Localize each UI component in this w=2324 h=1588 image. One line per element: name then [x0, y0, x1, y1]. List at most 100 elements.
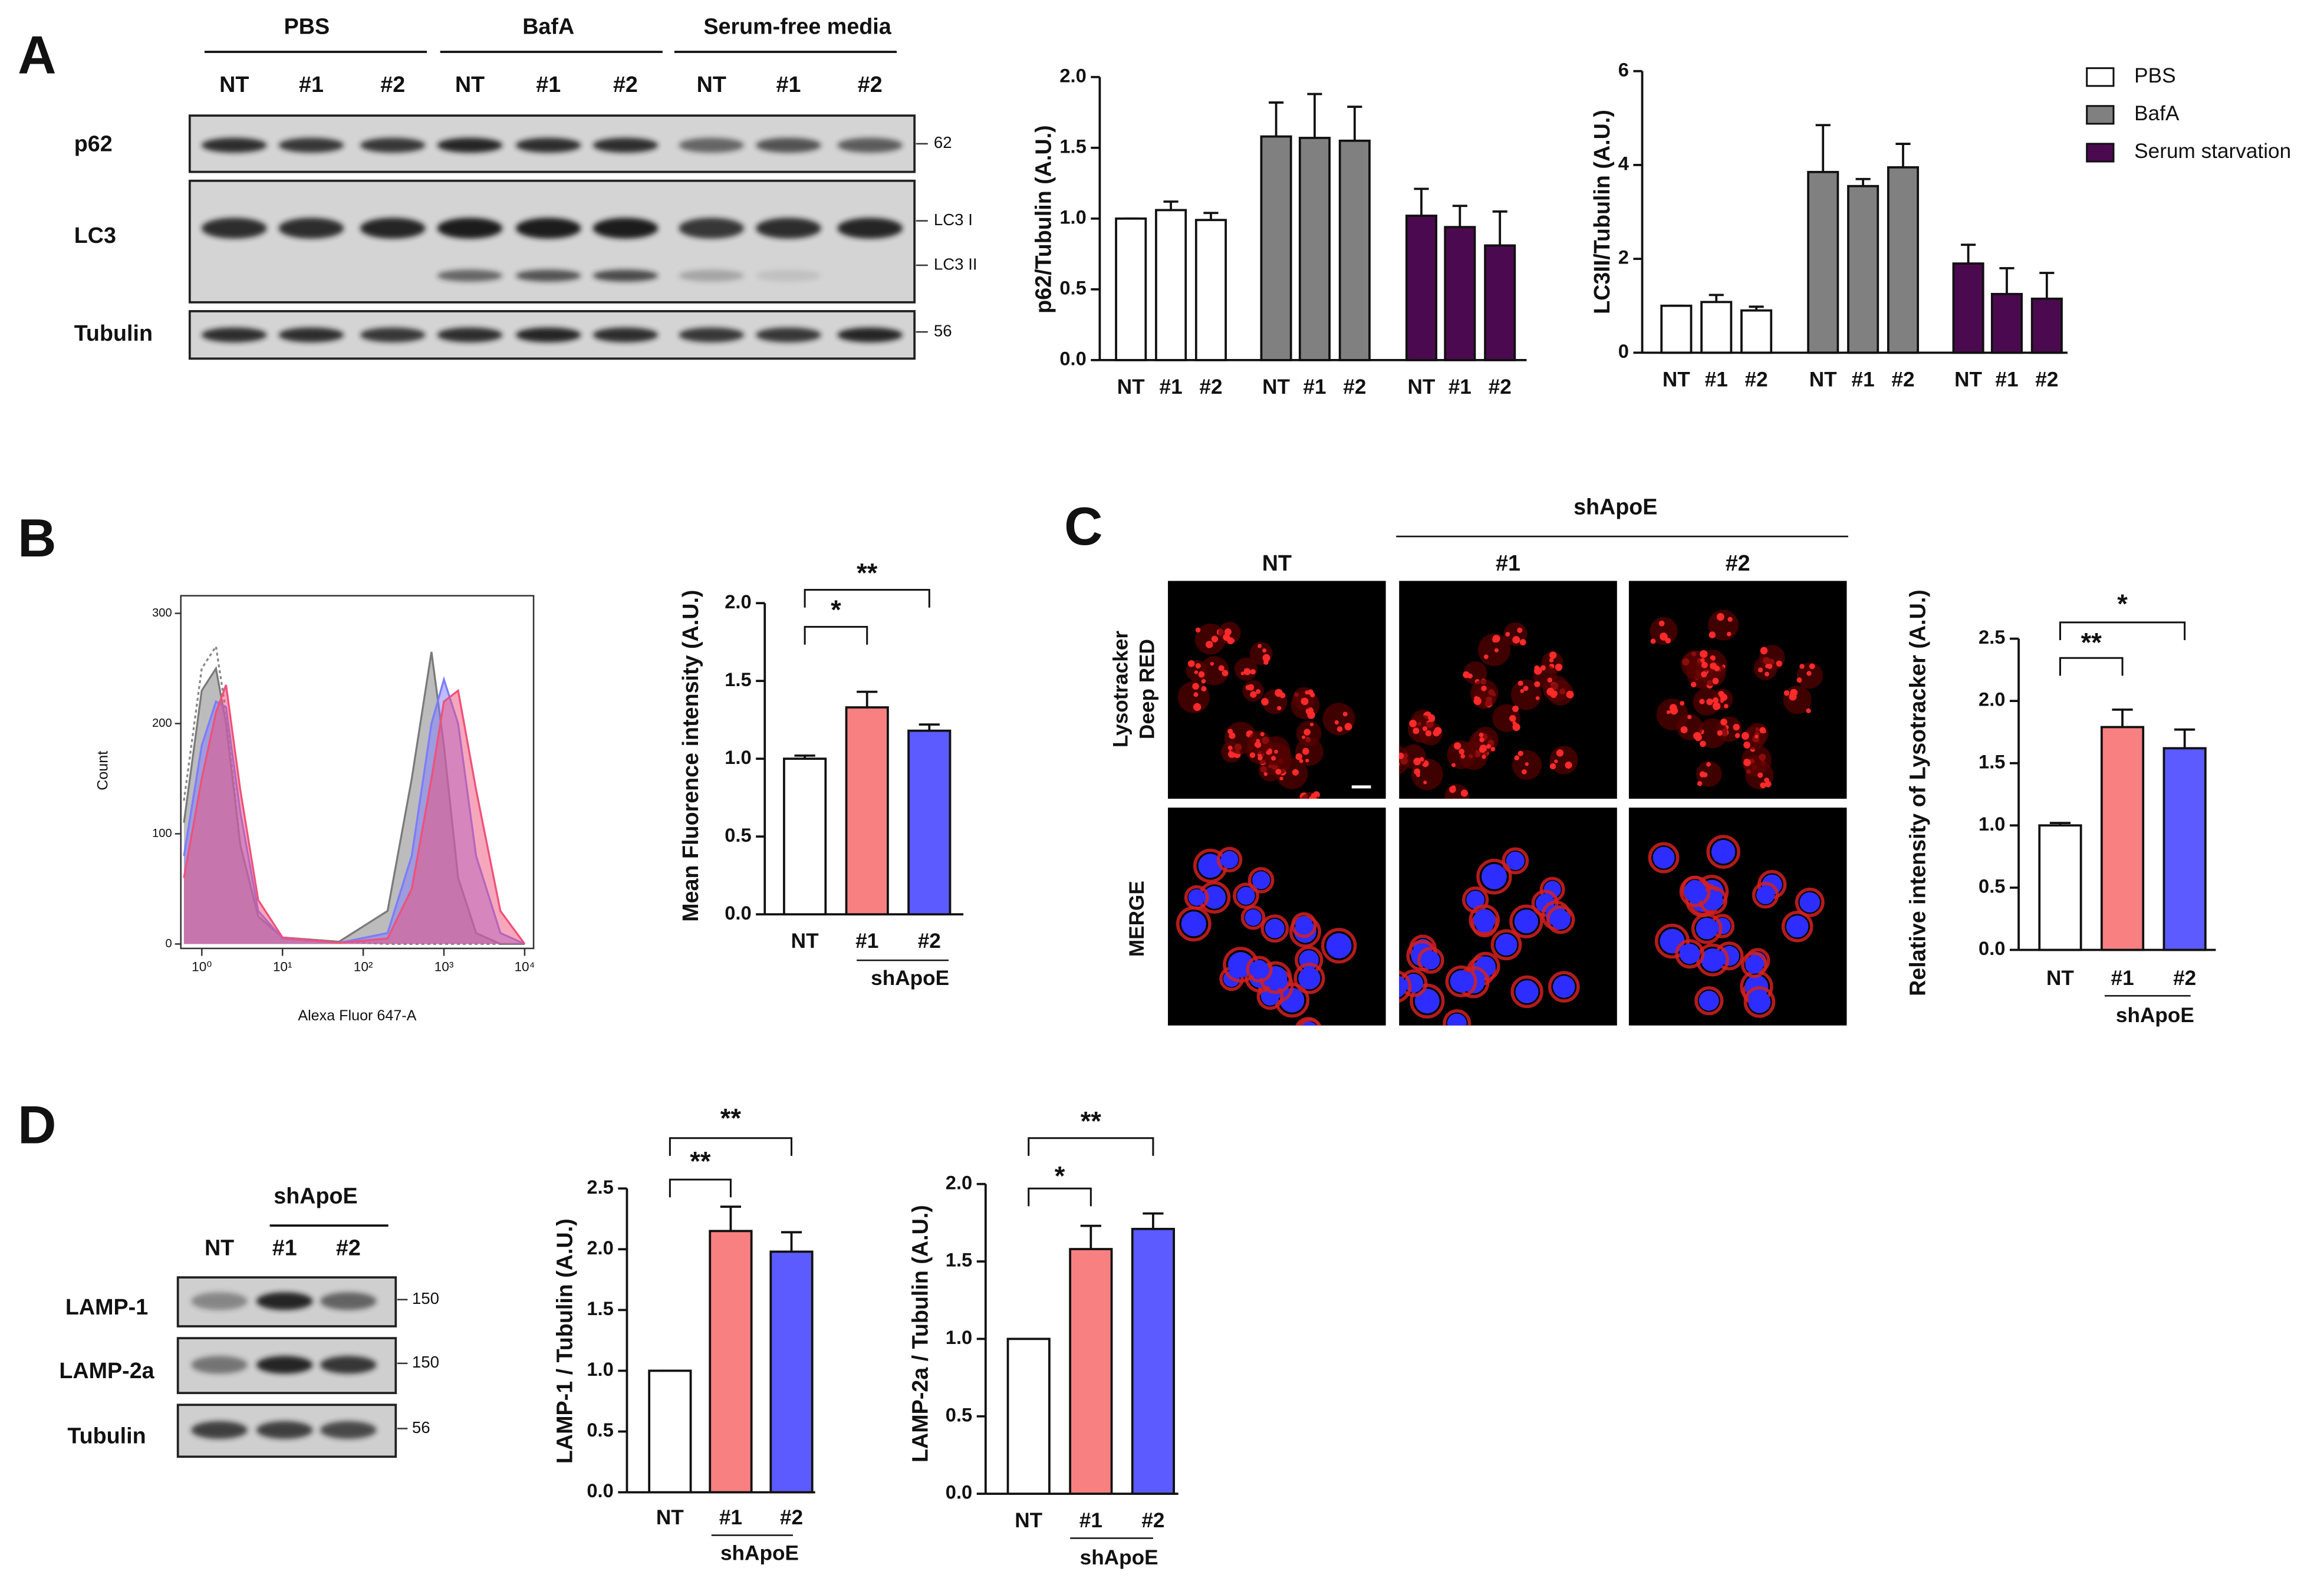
lysosome: [1227, 637, 1235, 645]
lysosome: [1743, 758, 1750, 765]
row-label: Lysotracker: [1109, 631, 1132, 748]
significance-bracket: [804, 625, 868, 645]
bar: [1006, 1337, 1051, 1495]
lysosome: [1279, 776, 1283, 780]
lysosome: [1716, 612, 1724, 621]
area-fill: [183, 684, 525, 944]
lane-label: #2: [613, 72, 638, 97]
lysosome: [1509, 714, 1516, 722]
lysosome: [1549, 763, 1556, 770]
lysosome: [1299, 759, 1303, 763]
column-label: #2: [1726, 551, 1750, 575]
lysosome: [1292, 769, 1299, 776]
bar: [1887, 166, 1920, 354]
lysosome: [1399, 752, 1404, 759]
band: [191, 1421, 248, 1439]
cell-rim: [1298, 1018, 1322, 1026]
cell: [1295, 737, 1324, 766]
legend-swatch: [2086, 105, 2115, 125]
lysosome: [1275, 769, 1282, 775]
x-tick-label: #1: [1705, 368, 1728, 391]
y-tick-label: 0.5: [1979, 875, 2005, 897]
x-tick-label: #1: [1852, 368, 1875, 391]
lysosome: [1743, 742, 1751, 749]
micrograph-cells: [1648, 835, 1825, 1018]
lysosome: [1717, 730, 1723, 736]
lysosome: [1260, 732, 1265, 737]
cell: [1447, 740, 1476, 769]
lysosome: [1790, 688, 1798, 697]
lysosome: [1218, 665, 1224, 671]
cell-rim: [1293, 963, 1325, 994]
group-label: BafA: [522, 14, 574, 39]
blot-row-label: p62: [74, 131, 113, 156]
micrograph-cells: [1176, 846, 1357, 1026]
nucleus: [1553, 976, 1575, 998]
y-tick-label: 1.0: [1059, 206, 1086, 228]
lysosome: [1479, 737, 1484, 743]
panel-label: C: [1064, 497, 1102, 556]
band: [201, 327, 267, 342]
lysosome: [1757, 667, 1763, 673]
lysosome: [1754, 734, 1759, 739]
y-tick-label: 0.5: [1059, 276, 1086, 298]
lane-label: #1: [776, 72, 801, 97]
lysosome: [1700, 658, 1705, 663]
x-tick-label: #2: [1343, 375, 1366, 398]
lysosome: [1520, 688, 1525, 693]
band: [360, 137, 426, 153]
x-tick-label: #1: [2111, 967, 2134, 990]
bar: [1260, 135, 1292, 361]
lysosome: [1206, 641, 1213, 648]
nucleus: [1696, 917, 1718, 940]
y-tick-label: 1.5: [1059, 135, 1086, 157]
lysosome: [1522, 769, 1527, 775]
lysosome: [1275, 688, 1283, 697]
lane-label: NT: [455, 72, 485, 97]
lysosome: [1760, 782, 1766, 789]
panel-label: A: [18, 25, 56, 85]
marker-label: 150: [412, 1353, 439, 1371]
nucleus: [1506, 851, 1525, 871]
marker-label: 56: [934, 321, 952, 340]
micrograph-cells: [1399, 622, 1578, 799]
lysosome: [1650, 638, 1656, 644]
lysosome: [1247, 684, 1255, 691]
nucleus: [1701, 948, 1724, 972]
band: [592, 327, 659, 342]
lysosome: [1799, 664, 1805, 669]
lysosome: [1517, 680, 1523, 686]
lysosome: [1555, 663, 1563, 671]
significance-bracket: [2059, 657, 2124, 676]
nucleus: [1203, 886, 1226, 909]
lysosome: [1549, 658, 1554, 663]
x-tick-label: NT: [791, 930, 819, 953]
nucleus: [1450, 970, 1473, 993]
cell-rim: [1476, 858, 1512, 895]
lysosome: [1195, 627, 1201, 633]
bar: [1700, 301, 1733, 354]
band: [515, 327, 581, 342]
y-tick-label: 0.0: [587, 1480, 613, 1501]
lysosome: [1517, 627, 1523, 633]
y-tick-label: 2.0: [1059, 64, 1086, 86]
significance-bracket: [804, 589, 930, 608]
y-tick-label: 1.0: [946, 1326, 972, 1348]
nucleus: [1466, 890, 1485, 909]
lysosome: [1474, 696, 1479, 700]
bar: [1740, 309, 1773, 354]
bar: [907, 729, 952, 916]
y-tick-label: 1.5: [946, 1249, 972, 1271]
lysosome: [1806, 708, 1811, 713]
band: [592, 218, 659, 239]
lysosome: [1479, 732, 1484, 737]
y-tick-label: 300: [152, 607, 172, 620]
y-tick-label: 2.5: [1979, 626, 2005, 648]
micrograph: [1628, 581, 1847, 799]
lysosome: [1700, 650, 1708, 658]
lysosome: [1414, 768, 1421, 775]
lysosome: [1262, 654, 1270, 662]
band: [437, 218, 503, 239]
band: [756, 327, 821, 342]
bar: [1847, 185, 1879, 354]
